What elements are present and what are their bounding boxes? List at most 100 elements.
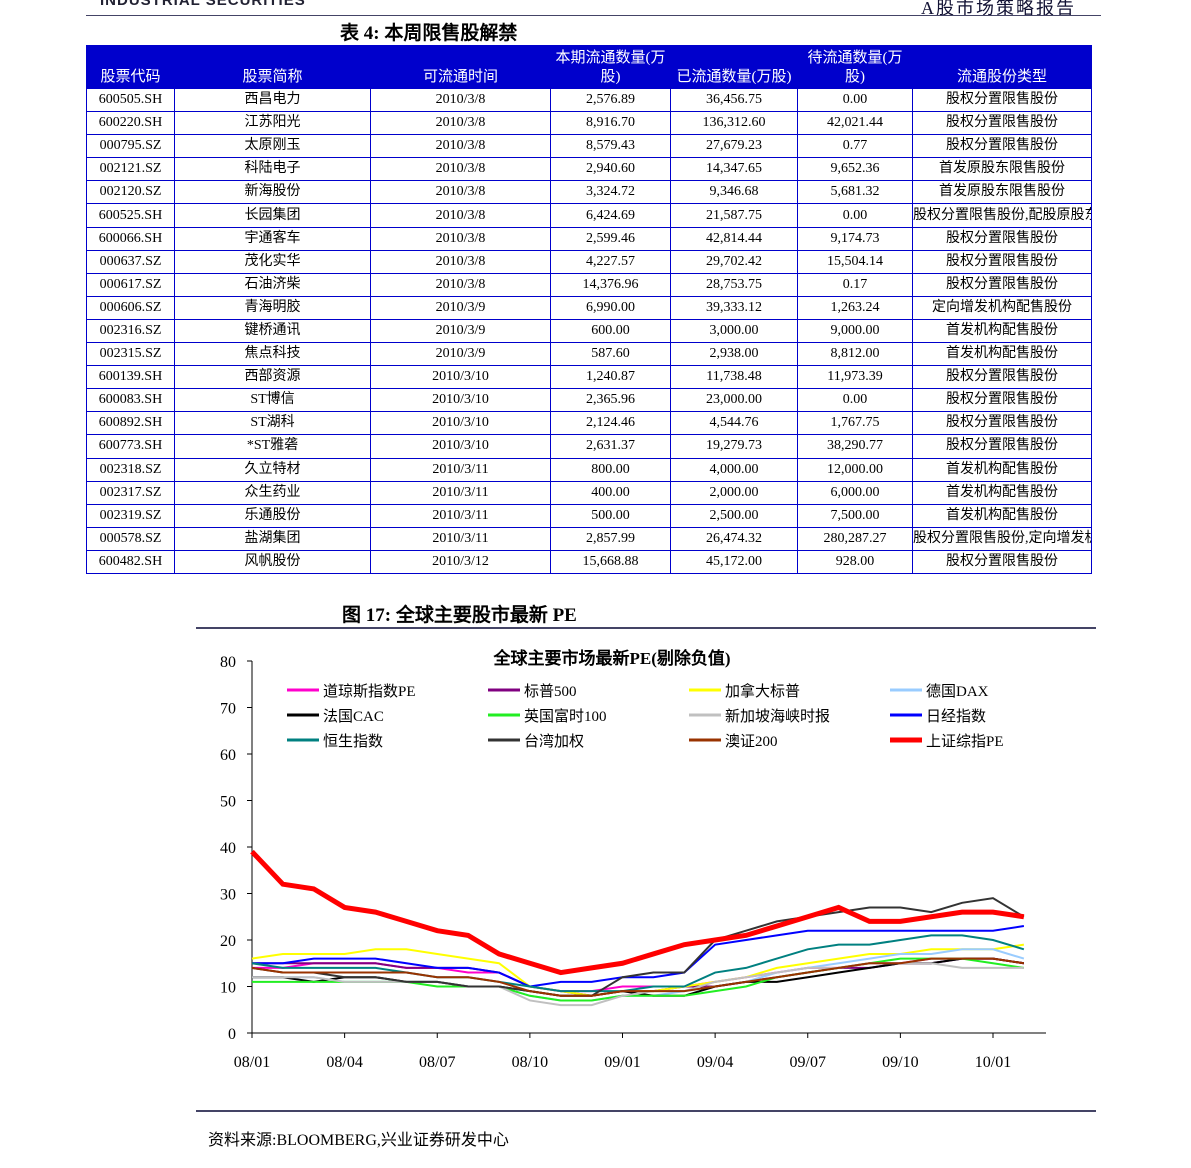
table-cell: 23,000.00 (670, 388, 798, 413)
table-row: 002120.SZ 新海股份 2010/3/8 3,324.72 9,346.68 5,6… (86, 180, 1092, 205)
table-title: 表 4: 本周限售股解禁 (340, 23, 518, 44)
table-cell: *ST雅砻 (174, 434, 371, 459)
table-cell: 股权分置限售股份,定向增发机构配售股份 (912, 526, 1092, 551)
table-cell: 4,000.00 (670, 457, 798, 482)
table-cell: 首发原股东限售股份 (912, 157, 1092, 182)
table-cell: 3,000.00 (670, 318, 798, 344)
table-row: 600482.SH 风帆股份 2010/3/12 15,668.88 45,172.00… (86, 549, 1092, 574)
chart-title: 全球主要市场最新PE(剔除负值) (492, 648, 730, 668)
table-cell: 焦点科技 (174, 342, 371, 367)
table-cell: 石油济柴 (174, 272, 371, 297)
table-cell: 000606.SZ (86, 295, 175, 320)
table-cell: 江苏阳光 (174, 111, 371, 136)
header-rule (86, 15, 1101, 16)
legend-label: 法国CAC (323, 708, 384, 725)
x-tick-label: 08/07 (419, 1054, 455, 1071)
legend-label: 德国DAX (926, 682, 989, 700)
table-cell: 002121.SZ (86, 157, 175, 182)
column-header: 股票代码 (86, 45, 175, 89)
table-cell: 29,702.42 (670, 249, 798, 274)
x-tick-label: 08/01 (234, 1054, 270, 1071)
table-cell: 4,544.76 (670, 411, 798, 436)
table-cell: 9,000.00 (797, 318, 913, 344)
table-cell: 4,227.57 (550, 249, 671, 274)
table-cell: 2010/3/8 (370, 226, 551, 251)
table-cell: 928.00 (797, 549, 913, 574)
y-tick-label: 70 (220, 701, 236, 718)
table-cell: 2010/3/8 (370, 87, 551, 113)
legend-label: 恒生指数 (323, 733, 383, 750)
series-line (251, 957, 1025, 997)
table-row: 000795.SZ 太原刚玉 2010/3/8 8,579.43 27,679.23 0.… (86, 134, 1092, 159)
table-cell: 股权分置限售股份 (912, 388, 1092, 413)
table-cell: 2,124.46 (550, 411, 671, 436)
table-cell: 002316.SZ (86, 318, 175, 344)
table-cell: 11,738.48 (670, 365, 798, 390)
table-cell: 280,287.27 (797, 526, 913, 551)
source: 资料来源:BLOOMBERG,兴业证券研发中心 (208, 1132, 509, 1149)
x-tick-label: 10/01 (975, 1054, 1011, 1071)
table-cell: 42,021.44 (797, 111, 913, 136)
table-cell: 2010/3/11 (370, 526, 551, 551)
table-cell: 19,279.73 (670, 434, 798, 459)
table-cell: 2,000.00 (670, 480, 798, 505)
table-cell: 26,474.32 (670, 526, 798, 551)
table-cell: 3,324.72 (550, 180, 671, 205)
column-header: 已流通数量(万股) (670, 45, 798, 89)
table-cell: 首发机构配售股份 (912, 318, 1092, 344)
table-cell: 8,812.00 (797, 342, 913, 367)
series-line (251, 897, 1025, 997)
table-cell: 600083.SH (86, 388, 175, 413)
table-cell: 2010/3/9 (370, 318, 551, 344)
table-cell: 0.17 (797, 272, 913, 297)
table-cell: 2010/3/8 (370, 249, 551, 274)
table-cell: 6,000.00 (797, 480, 913, 505)
table-cell: 1,240.87 (550, 365, 671, 390)
table-cell: 6,990.00 (550, 295, 671, 320)
legend-label: 标普500 (524, 683, 577, 700)
table-cell: 5,681.32 (797, 180, 913, 205)
table-row: 600525.SH 长园集团 2010/3/8 6,424.69 21,587.75 0.… (86, 203, 1092, 228)
table-cell: 800.00 (550, 457, 671, 482)
table-cell: 2,938.00 (670, 342, 798, 367)
table-cell: 0.77 (797, 134, 913, 159)
table-cell: 乐通股份 (174, 503, 371, 528)
table-cell: 久立特材 (174, 457, 371, 482)
column-header: 流通股份类型 (912, 45, 1092, 89)
table-cell: 0.00 (797, 203, 913, 228)
x-tick-label: 08/04 (326, 1054, 362, 1071)
table-cell: 8,916.70 (550, 111, 671, 136)
column-header: 本期流通数量(万股) (550, 45, 671, 89)
table-cell: 键桥通讯 (174, 318, 371, 344)
legend-label: 日经指数 (926, 708, 986, 725)
table-cell: 新海股份 (174, 180, 371, 205)
table-cell: 2010/3/8 (370, 111, 551, 136)
table-cell: 股权分置限售股份 (912, 249, 1092, 274)
x-tick-label: 08/10 (512, 1054, 548, 1071)
y-tick-label: 80 (220, 654, 236, 671)
table-cell: 1,767.75 (797, 411, 913, 436)
table-row: 000617.SZ 石油济柴 2010/3/8 14,376.96 28,753.75 0… (86, 272, 1092, 297)
x-tick-label: 09/04 (697, 1054, 733, 1071)
legend-label: 台湾加权 (524, 733, 584, 750)
table-cell: 000795.SZ (86, 134, 175, 159)
table-cell: 股权分置限售股份 (912, 87, 1092, 113)
legend-label: 道琼斯指数PE (323, 683, 416, 700)
table-cell: 股权分置限售股份 (912, 134, 1092, 159)
y-tick-label: 10 (220, 980, 236, 997)
table-row: 000637.SZ 茂化实华 2010/3/8 4,227.57 29,702.42 15… (86, 249, 1092, 274)
table-cell: 2,631.37 (550, 434, 671, 459)
legend-label: 加拿大标普 (725, 682, 800, 700)
table-cell: 2010/3/10 (370, 411, 551, 436)
table-row: 002121.SZ 科陆电子 2010/3/8 2,940.60 14,347.65 9,… (86, 157, 1092, 182)
table-cell: 2010/3/9 (370, 342, 551, 367)
report-name: A股市场策略报告 (921, 0, 1076, 18)
table-cell: 14,347.65 (670, 157, 798, 182)
table-cell: 首发机构配售股份 (912, 457, 1092, 482)
table-cell: 14,376.96 (550, 272, 671, 297)
table-cell: 28,753.75 (670, 272, 798, 297)
table-cell: 2010/3/11 (370, 457, 551, 482)
table-cell: 1,263.24 (797, 295, 913, 320)
table-row: 600083.SH ST博信 2010/3/10 2,365.96 23,000.00 0… (86, 388, 1092, 413)
table-row: 600773.SH *ST雅砻 2010/3/10 2,631.37 19,279.73… (86, 434, 1092, 459)
